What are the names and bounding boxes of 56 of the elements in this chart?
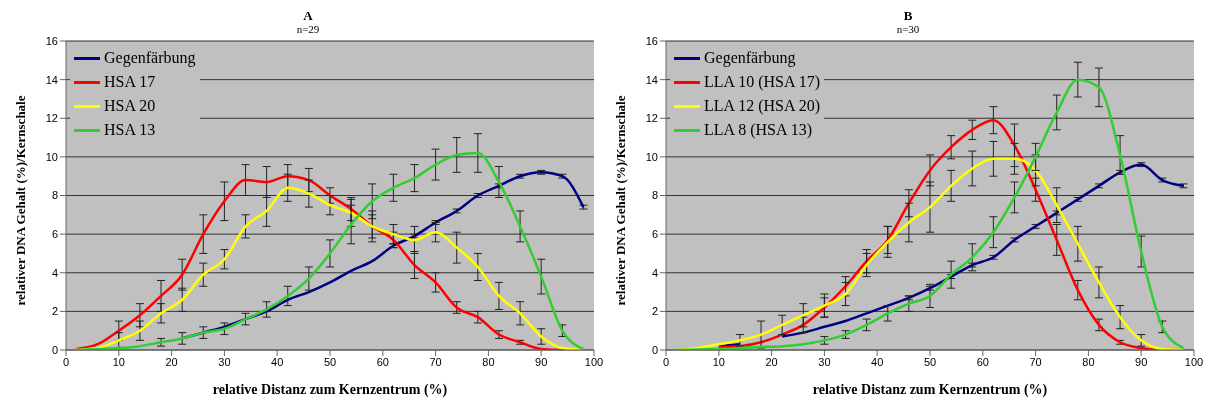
x-tick-label: 10 <box>112 355 125 368</box>
x-axis-title: relative Distanz zum Kernzentrum (%) <box>812 382 1048 398</box>
y-axis-title: relativer DNA Gehalt (%)/Kernschale <box>12 95 28 306</box>
chart-subtitle: n=30 <box>896 23 920 35</box>
x-tick-label: 10 <box>712 355 725 368</box>
y-tick-label: 0 <box>51 343 58 356</box>
y-tick-label: 12 <box>45 112 58 125</box>
y-tick-label: 2 <box>51 305 58 318</box>
y-tick-label: 10 <box>645 150 658 163</box>
y-tick-label: 10 <box>45 150 58 163</box>
legend-label: LLA 12 (HSA 20) <box>704 97 820 115</box>
x-tick-label: 70 <box>429 355 442 368</box>
x-tick-label: 20 <box>765 355 778 368</box>
x-tick-label: 20 <box>165 355 178 368</box>
legend-label: HSA 20 <box>104 97 156 115</box>
y-tick-label: 8 <box>651 189 658 202</box>
y-tick-label: 6 <box>51 228 58 241</box>
legend-label: Gegenfärbung <box>704 49 796 67</box>
x-tick-label: 70 <box>1029 355 1042 368</box>
legend-label: HSA 13 <box>104 121 156 139</box>
y-tick-label: 8 <box>51 189 58 202</box>
x-tick-label: 60 <box>376 355 389 368</box>
x-tick-label: 80 <box>482 355 495 368</box>
x-tick-label: 80 <box>1082 355 1095 368</box>
x-tick-label: 100 <box>584 355 604 368</box>
y-tick-label: 2 <box>651 305 658 318</box>
y-tick-label: 4 <box>651 266 658 279</box>
x-tick-label: 50 <box>923 355 937 368</box>
chart-subtitle: n=29 <box>296 23 320 35</box>
chart-title: A <box>302 8 314 23</box>
y-tick-label: 14 <box>645 73 658 86</box>
chart-title: B <box>902 8 914 23</box>
y-tick-label: 14 <box>45 73 58 86</box>
x-tick-label: 30 <box>818 355 831 368</box>
x-tick-label: 0 <box>62 355 70 368</box>
x-tick-label: 40 <box>871 355 884 368</box>
y-tick-label: 4 <box>51 266 58 279</box>
x-tick-label: 0 <box>662 355 670 368</box>
x-tick-label: 40 <box>271 355 284 368</box>
legend-label: LLA 10 (HSA 17) <box>704 73 820 91</box>
legend-label: HSA 17 <box>104 73 156 91</box>
y-tick-label: 12 <box>645 112 658 125</box>
legend-label: Gegenfärbung <box>104 49 196 67</box>
y-tick-label: 16 <box>645 34 658 47</box>
y-tick-label: 6 <box>651 228 658 241</box>
x-tick-label: 60 <box>976 355 989 368</box>
y-tick-label: 16 <box>45 34 58 47</box>
x-tick-label: 90 <box>535 355 548 368</box>
y-tick-label: 0 <box>651 343 658 356</box>
y-axis-title: relativer DNA Gehalt (%)/Kernschale <box>612 95 628 306</box>
x-tick-label: 50 <box>323 355 337 368</box>
x-tick-label: 90 <box>1135 355 1148 368</box>
x-tick-label: 100 <box>1184 355 1204 368</box>
x-tick-label: 30 <box>218 355 231 368</box>
legend-label: LLA 8 (HSA 13) <box>704 121 812 139</box>
x-axis-title: relative Distanz zum Kernzentrum (%) <box>212 382 448 398</box>
